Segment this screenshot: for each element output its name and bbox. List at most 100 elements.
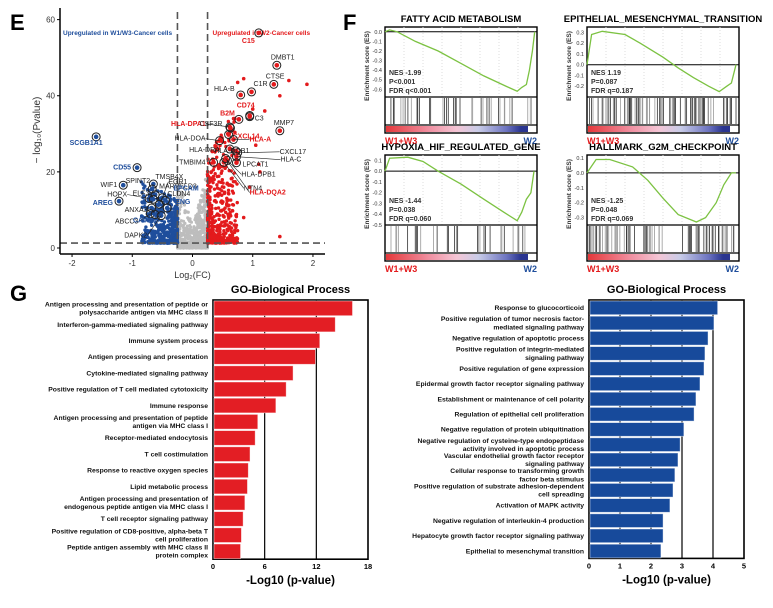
y-tick-label: -0.3 (373, 201, 382, 207)
point-dot (274, 62, 280, 68)
ns-point (195, 220, 199, 224)
group-label-left: W1+W3 (587, 264, 619, 274)
down-point (142, 205, 147, 209)
up-point (232, 223, 237, 227)
ns-point (179, 194, 183, 198)
down-point (143, 232, 148, 237)
point-ring (147, 184, 157, 194)
x-axis-label: Log₂(FC) (174, 270, 211, 280)
up-point (223, 222, 227, 226)
down-point (167, 219, 171, 223)
point-dot (234, 160, 239, 166)
down-point (173, 199, 177, 203)
category-label: activity involved in apoptotic process (463, 446, 584, 453)
group-label-left: W1+W3 (385, 136, 417, 146)
bar (589, 437, 681, 452)
bar (213, 430, 256, 446)
rank-heatmap (386, 254, 528, 260)
point-dot (271, 82, 277, 87)
down-point (144, 225, 148, 229)
y-tick-label: 0.0 (374, 169, 382, 175)
up-point (213, 150, 217, 154)
ns-point (198, 214, 202, 218)
labeled-point: HLA-B (214, 86, 246, 100)
go-bar-chart-right: GO-Biological Process 0 1 2 3 4 5 Response to g… (412, 284, 746, 586)
ns-point (203, 212, 207, 216)
gene-label: DAPK2 (124, 233, 147, 240)
labeled-point: AREG (93, 196, 124, 207)
ns-point (196, 232, 200, 236)
labeled-point: HLA-A (228, 135, 271, 145)
up-point (225, 236, 230, 240)
up-point (212, 177, 216, 182)
down-point (140, 190, 144, 195)
category-label: Vascular endothelial growth factor recep… (444, 453, 584, 460)
up-point (230, 189, 235, 193)
category-label: Activation of MAPK activity (496, 503, 585, 510)
labeled-point: C1R (247, 81, 268, 97)
gene-label: HLA-C (280, 157, 301, 164)
up-point (219, 223, 223, 228)
up-point (209, 179, 214, 183)
up-point (209, 224, 214, 228)
up-point (209, 234, 214, 239)
point-dot (157, 201, 162, 207)
leader-line (162, 181, 169, 198)
leader-line (225, 158, 250, 193)
down-point (175, 207, 180, 212)
y-tick-label: 0.0 (576, 63, 584, 69)
up-point (209, 216, 214, 220)
down-point (157, 234, 162, 239)
up-point (215, 225, 220, 229)
bar (589, 346, 706, 361)
gene-label: HLA-A (249, 137, 271, 144)
gene-label: SCGB1A1 (70, 140, 103, 147)
labeled-point: CD55 (113, 163, 142, 173)
up-point (278, 234, 282, 239)
up-point (209, 212, 214, 216)
x-tick-label: -1 (129, 259, 137, 268)
down-point (168, 236, 173, 240)
y-tick-label: -0.5 (373, 223, 382, 229)
labeled-point: B2M (220, 110, 244, 124)
x-tick-label: 18 (364, 562, 372, 571)
gene-label: HLA-DQB1 (214, 148, 249, 155)
down-point (161, 224, 166, 228)
ns-point (201, 230, 205, 235)
gene-label: TMBIM4 (179, 159, 206, 166)
ns-point (186, 245, 190, 249)
ns-point (192, 228, 196, 233)
point-dot (164, 205, 170, 211)
up-point (235, 200, 239, 205)
nes-text: NES 1.19 (591, 70, 621, 77)
point-dot (134, 165, 140, 170)
point-ring (245, 112, 255, 122)
gene-label: CD74 (237, 103, 255, 110)
labeled-point: CSF3R (199, 121, 235, 133)
point-ring (231, 158, 241, 168)
point-dot (151, 196, 156, 202)
down-point (141, 182, 145, 186)
category-label: Negative regulation of apoptotic process (452, 336, 584, 343)
category-label: Interferon-gamma-mediated signaling path… (57, 322, 208, 329)
bar (213, 446, 251, 462)
up-point (212, 187, 217, 191)
labeled-point: SCGB1A1 (70, 132, 103, 147)
gene-label: TMSB4X (155, 174, 183, 181)
category-label: Immune system process (129, 338, 209, 345)
up-point (220, 185, 225, 189)
ns-point (183, 235, 188, 240)
ns-point (179, 190, 183, 194)
up-point (224, 144, 228, 149)
up-point (225, 199, 229, 203)
up-point (216, 232, 221, 236)
rank-heatmap (588, 126, 730, 132)
gene-label: CTSE (266, 73, 285, 80)
category-label: Negative regulation of interleukin-4 pro… (433, 518, 584, 525)
ns-point (187, 234, 191, 239)
up-point (217, 147, 221, 151)
point-ring (225, 123, 235, 133)
down-point (172, 238, 176, 243)
annotation-right: Upregulated in W2-Cancer cells (213, 30, 311, 37)
point-dot (152, 192, 158, 198)
